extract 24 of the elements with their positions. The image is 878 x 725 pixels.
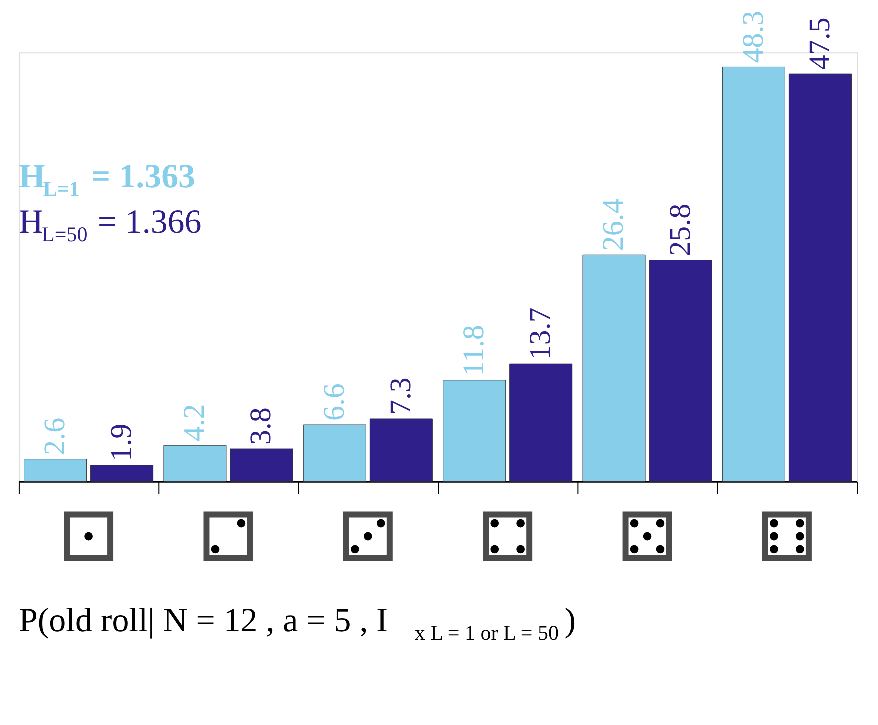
bar [303, 424, 366, 482]
data-label: 2.6 [38, 418, 72, 456]
bar [90, 465, 154, 482]
bar [443, 380, 506, 482]
bar [649, 260, 712, 482]
bar [24, 459, 88, 482]
bar [722, 66, 786, 482]
data-label: 1.9 [105, 424, 138, 462]
data-label: 13.7 [524, 308, 558, 360]
bar [164, 445, 227, 482]
bar [370, 418, 433, 482]
data-label: 7.3 [384, 378, 418, 416]
data-label: 47.5 [803, 18, 836, 70]
data-label: 6.6 [318, 384, 351, 422]
data-label: 3.8 [244, 408, 278, 446]
bar [582, 254, 646, 482]
bar [788, 74, 852, 482]
data-label: 11.8 [458, 325, 491, 376]
bar [230, 448, 294, 482]
data-label: 4.2 [178, 404, 212, 442]
bar [510, 364, 573, 482]
data-label: 48.3 [736, 10, 770, 64]
data-label: 26.4 [597, 198, 630, 252]
data-label: 25.8 [664, 204, 697, 256]
